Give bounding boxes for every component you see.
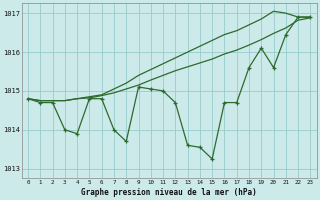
X-axis label: Graphe pression niveau de la mer (hPa): Graphe pression niveau de la mer (hPa)	[81, 188, 257, 197]
